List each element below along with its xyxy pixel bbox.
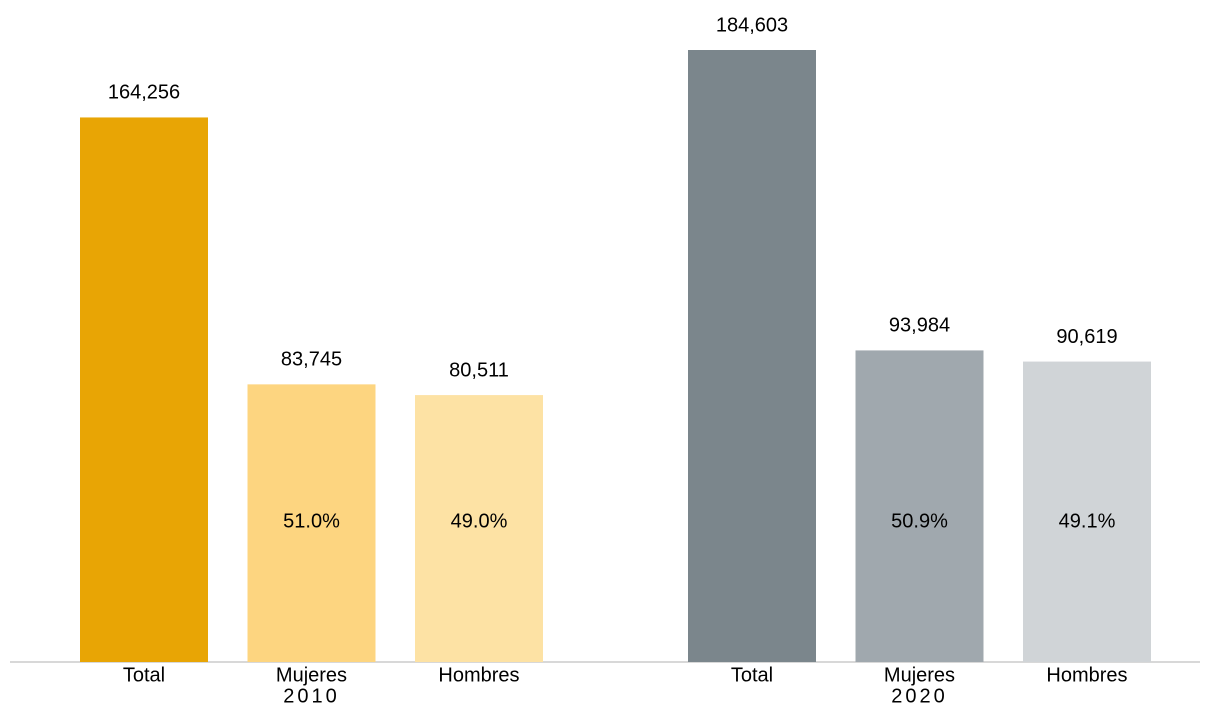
bar — [855, 350, 984, 662]
value-label: 184,603 — [716, 14, 788, 36]
category-label: Total — [731, 664, 773, 686]
value-label: 93,984 — [889, 315, 950, 337]
share-label: 51.0% — [283, 510, 340, 532]
bar — [1023, 361, 1151, 662]
group-label: 2010 — [283, 685, 340, 707]
share-label: 49.0% — [451, 510, 508, 532]
value-label: 164,256 — [108, 82, 180, 104]
bar — [80, 117, 208, 662]
value-label: 83,745 — [281, 349, 342, 371]
category-label: Mujeres — [276, 664, 347, 686]
category-label: Total — [123, 664, 165, 686]
share-label: 50.9% — [891, 510, 948, 532]
bar — [688, 50, 816, 662]
bar — [247, 384, 376, 662]
group-label: 2020 — [891, 685, 948, 707]
share-label: 49.1% — [1059, 510, 1116, 532]
bar — [415, 395, 543, 662]
category-label: Mujeres — [884, 664, 955, 686]
category-label: Hombres — [1046, 664, 1127, 686]
value-label: 80,511 — [449, 359, 509, 381]
category-label: Hombres — [438, 664, 519, 686]
value-label: 90,619 — [1056, 326, 1117, 348]
